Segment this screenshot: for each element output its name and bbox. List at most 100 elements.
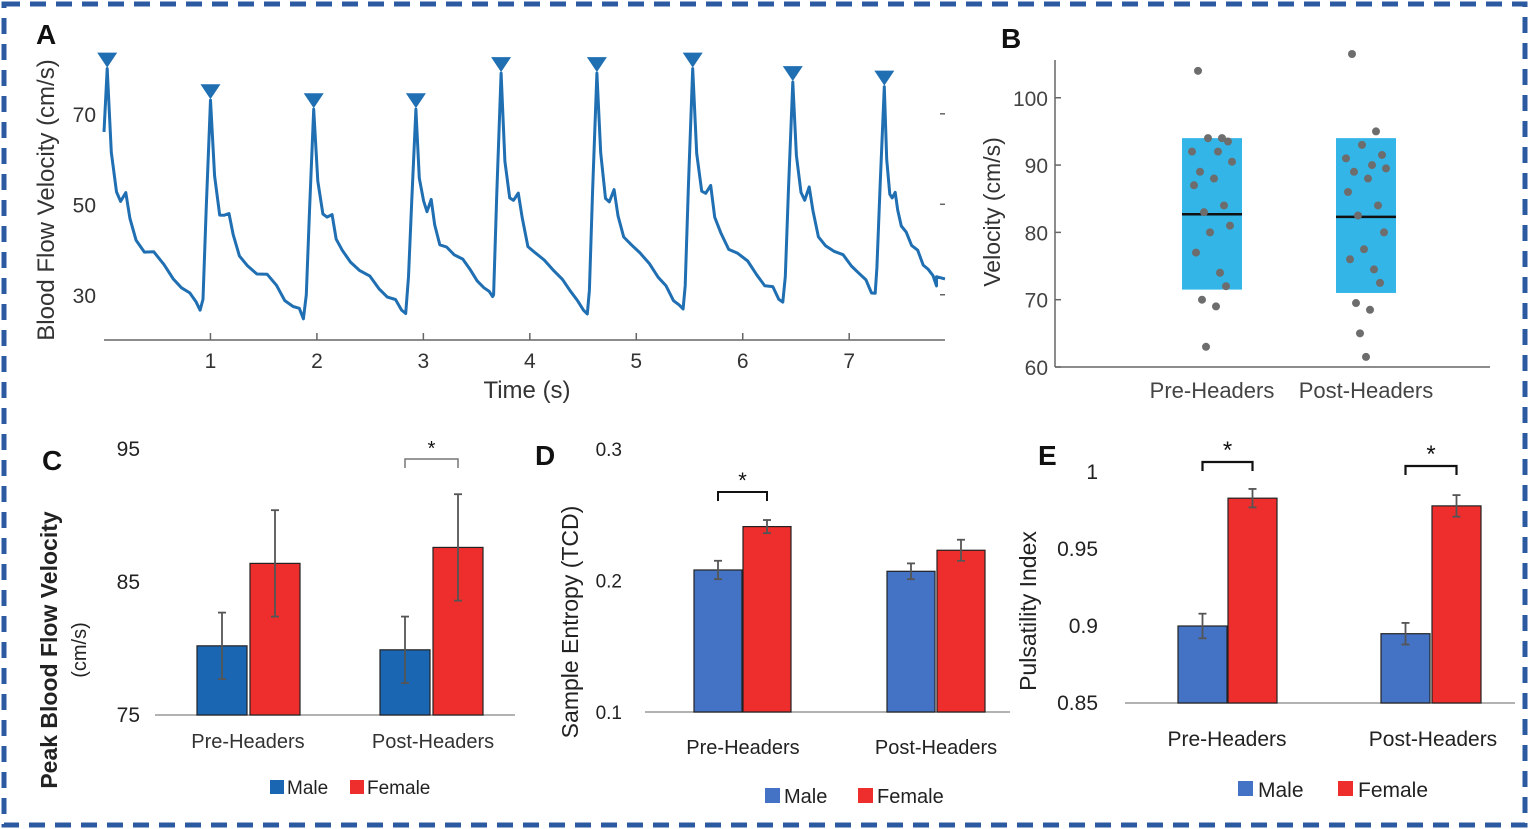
a-peak-markers (97, 52, 895, 109)
b-data-point (1204, 134, 1212, 143)
e-significance-bracket (1201, 460, 1254, 471)
e-significance-star: * (1223, 437, 1232, 464)
b-data-point (1360, 245, 1368, 254)
a-x-ticks: 1 2 3 4 5 6 7 (205, 333, 855, 373)
e-category-pre: Pre-Headers (1167, 728, 1286, 751)
a-peak-marker (782, 66, 803, 82)
b-boxes (1182, 138, 1396, 293)
b-data-point (1358, 140, 1366, 149)
panel-e: E 0.850.90.951 * * Pre-Headers Post-Heade… (1015, 437, 1515, 802)
c-significance-bracket (404, 458, 459, 468)
a-x-tick-label: 3 (418, 350, 430, 373)
panel-label-d: D (535, 440, 555, 471)
e-bar-female (1431, 505, 1482, 704)
a-x-tick-label: 1 (205, 350, 217, 373)
d-y-tick-label: 0.1 (596, 703, 622, 724)
a-x-tick-label: 5 (630, 350, 642, 373)
a-x-label: Time (s) (483, 377, 570, 404)
a-y-ticks: 30 50 70 (73, 104, 945, 308)
b-data-point (1216, 268, 1224, 277)
d-category-post: Post-Headers (875, 737, 997, 759)
e-legend-female: Female (1358, 779, 1428, 802)
c-legend: Male Female (270, 778, 430, 799)
d-legend-male: Male (784, 786, 827, 808)
d-y-tick-label: 0.3 (596, 440, 622, 461)
d-legend-male-swatch (765, 788, 780, 803)
b-data-point (1380, 228, 1388, 237)
d-bar-female (742, 525, 792, 713)
b-box (1336, 138, 1396, 293)
a-y-tick-label: 70 (73, 104, 96, 127)
b-data-point (1354, 211, 1362, 220)
a-peak-marker (682, 52, 703, 68)
e-y-tick-label: 0.95 (1057, 538, 1098, 561)
d-bar-female (936, 549, 986, 713)
a-peak-marker (874, 70, 895, 86)
b-y-tick-label: 60 (1025, 357, 1048, 380)
a-x-tick-label: 2 (311, 350, 323, 373)
b-data-point (1362, 352, 1370, 361)
e-y-tick-label: 0.9 (1069, 615, 1098, 638)
c-category-pre: Pre-Headers (191, 731, 304, 753)
e-category-post: Post-Headers (1369, 728, 1497, 751)
b-category-post: Post-Headers (1299, 378, 1434, 403)
b-data-point (1198, 295, 1206, 304)
a-y-tick-label: 50 (73, 194, 96, 217)
a-x-tick-label: 7 (843, 350, 855, 373)
c-legend-male-swatch (270, 780, 284, 794)
e-y-label: Pulsatility Index (1015, 531, 1041, 691)
b-y-label: Velocity (cm/s) (979, 137, 1005, 287)
c-y-tick-label: 95 (117, 438, 140, 461)
a-y-tick-label: 30 (73, 285, 96, 308)
b-data-point (1382, 164, 1390, 173)
e-legend-female-swatch (1338, 781, 1353, 796)
d-y-label: Sample Entropy (TCD) (557, 506, 583, 739)
b-data-point (1218, 134, 1226, 143)
panel-label-b: B (1001, 23, 1021, 54)
panel-d: D 0.1 0.2 0.3 * Pre-Headers Post-Headers S… (535, 440, 1010, 808)
b-data-point (1370, 265, 1378, 274)
a-peak-marker (97, 52, 118, 68)
b-data-point (1376, 278, 1384, 287)
b-data-point (1222, 282, 1230, 291)
b-data-point (1352, 299, 1360, 308)
c-y-label-line2: (cm/s) (69, 622, 91, 678)
b-data-point (1202, 342, 1210, 351)
b-y-tick-label: 100 (1013, 88, 1048, 111)
a-x-tick-label: 6 (737, 350, 749, 373)
panel-label-c: C (42, 445, 62, 476)
c-bars: * (196, 438, 484, 716)
a-peak-marker (405, 93, 426, 109)
d-legend: Male Female (765, 786, 944, 808)
e-legend-male: Male (1258, 779, 1304, 802)
d-y-ticks: 0.1 0.2 0.3 (596, 440, 622, 724)
panel-label-a: A (36, 19, 56, 50)
b-data-point (1366, 305, 1374, 314)
c-legend-male: Male (287, 778, 328, 799)
c-y-tick-label: 85 (117, 571, 140, 594)
a-y-label: Blood Flow Velocity (cm/s) (33, 59, 60, 340)
b-data-point (1364, 174, 1372, 183)
panel-a: A 1 2 3 4 5 6 7 30 50 70 Time (s) Blood Flow Vel… (33, 19, 946, 404)
b-data-point (1346, 255, 1354, 264)
c-legend-female-swatch (350, 780, 364, 794)
b-data-point (1372, 127, 1380, 136)
b-data-point (1224, 137, 1232, 146)
b-data-point (1196, 167, 1204, 176)
e-y-tick-label: 1 (1086, 461, 1098, 484)
d-significance-bracket (717, 491, 768, 501)
b-y-tick-label: 80 (1025, 222, 1048, 245)
b-y-ticks: 60 70 80 90 100 (1013, 88, 1061, 380)
b-data-point (1192, 248, 1200, 257)
d-y-tick-label: 0.2 (596, 572, 622, 593)
d-legend-female: Female (877, 786, 944, 808)
e-legend-male-swatch (1238, 781, 1253, 796)
b-data-point (1220, 201, 1228, 210)
panel-c: C 75 85 95 * Pre-Headers Post-Headers Peak… (36, 438, 515, 799)
c-y-ticks: 75 85 95 (117, 438, 140, 727)
b-category-pre: Pre-Headers (1150, 378, 1275, 403)
c-y-tick-label: 75 (117, 704, 140, 727)
b-data-point (1194, 66, 1202, 75)
